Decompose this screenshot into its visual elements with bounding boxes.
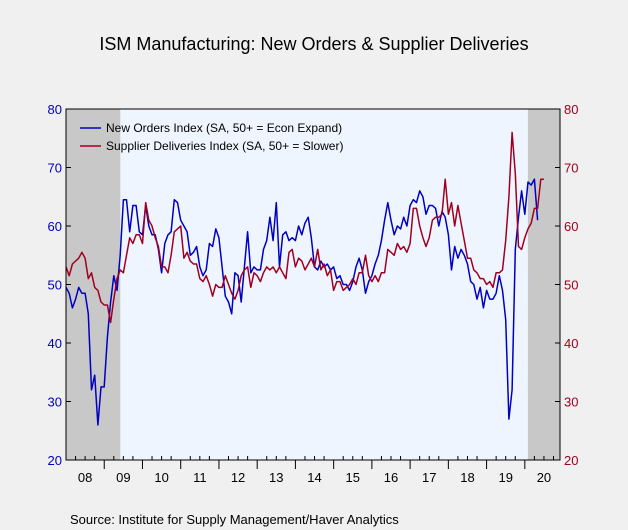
x-tick-label: 16	[384, 470, 398, 485]
y-tick-label-left: 60	[48, 219, 62, 234]
x-tick-label: 10	[154, 470, 168, 485]
chart-source: Source: Institute for Supply Management/…	[70, 512, 399, 527]
x-tick-label: 12	[231, 470, 245, 485]
plot-area: 20 20 30 30 40 40 50 50 60 60 70 70 80 80 08 09 10 11 12 13…	[48, 102, 579, 485]
y-tick-label-left: 20	[48, 453, 62, 468]
y-tick-label-right: 70	[564, 161, 578, 176]
legend-label-supplier-deliveries: Supplier Deliveries Index (SA, 50+ = Slo…	[106, 139, 343, 153]
y-tick-label-right: 20	[564, 453, 578, 468]
y-tick-label-left: 40	[48, 336, 62, 351]
legend-label-new-orders: New Orders Index (SA, 50+ = Econ Expand)	[106, 121, 342, 135]
recession-band	[527, 109, 560, 460]
x-tick-label: 13	[269, 470, 283, 485]
x-tick-label: 14	[307, 470, 321, 485]
x-tick-label: 18	[460, 470, 474, 485]
chart-title: ISM Manufacturing: New Orders & Supplier…	[99, 34, 528, 54]
legend: New Orders Index (SA, 50+ = Econ Expand)…	[80, 121, 343, 153]
y-tick-label-right: 50	[564, 278, 578, 293]
plot-background	[66, 109, 560, 460]
x-tick-label: 08	[78, 470, 92, 485]
y-tick-label-left: 80	[48, 102, 62, 117]
x-tick-label: 11	[193, 470, 207, 485]
y-tick-label-right: 40	[564, 336, 578, 351]
y-tick-label-right: 30	[564, 395, 578, 410]
series-line-supplier	[65, 131, 544, 324]
y-tick-label-right: 80	[564, 102, 578, 117]
x-tick-label: 09	[116, 470, 130, 485]
y-tick-label-left: 70	[48, 161, 62, 176]
x-tick-label: 15	[346, 470, 360, 485]
y-tick-label-right: 60	[564, 219, 578, 234]
x-tick-label: 19	[498, 470, 512, 485]
x-tick-label: 20	[537, 470, 551, 485]
y-tick-label-left: 30	[48, 395, 62, 410]
y-tick-label-left: 50	[48, 278, 62, 293]
x-tick-label: 17	[422, 470, 436, 485]
recession-band	[66, 109, 121, 460]
